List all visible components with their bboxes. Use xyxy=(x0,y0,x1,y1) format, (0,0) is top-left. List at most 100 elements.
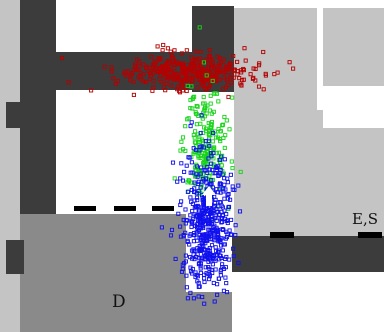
particle-blue xyxy=(213,258,218,263)
room-right-bottom xyxy=(234,266,384,332)
wall-left-vertical xyxy=(20,0,56,214)
particle-red xyxy=(199,67,204,73)
particle-red xyxy=(217,56,223,61)
particle-red xyxy=(207,83,212,88)
particle-green xyxy=(191,151,196,156)
particle-red xyxy=(256,84,262,89)
particle-blue xyxy=(205,164,210,170)
particle-red xyxy=(217,68,222,73)
particle-blue xyxy=(189,256,195,261)
particle-blue xyxy=(188,213,193,218)
particle-red xyxy=(141,79,146,84)
particle-blue xyxy=(213,245,218,250)
particle-blue xyxy=(211,130,216,136)
particle-green xyxy=(185,117,190,122)
particle-blue xyxy=(198,261,204,266)
particle-red xyxy=(184,88,189,94)
particle-green xyxy=(197,25,202,30)
particle-blue xyxy=(183,207,188,212)
particle-green xyxy=(179,139,184,144)
particle-blue xyxy=(231,246,236,251)
particle-blue xyxy=(202,301,207,306)
particle-blue xyxy=(195,246,200,251)
particle-blue xyxy=(193,223,198,229)
particle-red xyxy=(237,76,242,81)
particle-blue xyxy=(199,180,204,185)
particle-red xyxy=(221,75,226,80)
particle-blue xyxy=(202,167,207,173)
particle-blue xyxy=(170,160,176,165)
right-white-gap-1 xyxy=(317,8,323,110)
particle-red xyxy=(261,87,266,92)
particle-red xyxy=(157,76,162,82)
particle-green xyxy=(230,95,235,100)
particle-red xyxy=(59,56,65,61)
particle-blue xyxy=(189,120,194,125)
particle-green xyxy=(220,122,226,127)
particle-red xyxy=(141,62,146,67)
particle-red xyxy=(198,49,203,55)
particle-red xyxy=(167,76,172,81)
particle-red xyxy=(193,65,198,71)
particle-blue xyxy=(219,255,224,261)
particle-blue xyxy=(219,203,224,208)
particle-blue xyxy=(183,253,188,258)
particle-green xyxy=(220,153,225,158)
particle-green xyxy=(190,96,195,101)
particle-blue xyxy=(207,274,212,279)
particle-green xyxy=(186,178,191,183)
particle-blue xyxy=(159,225,164,230)
particle-blue xyxy=(193,270,198,275)
particle-blue xyxy=(188,195,193,200)
particle-red xyxy=(229,80,234,85)
particle-red xyxy=(126,69,131,74)
particle-red xyxy=(240,78,245,83)
particle-red xyxy=(210,72,215,77)
particle-red xyxy=(169,70,174,75)
particle-blue xyxy=(230,184,235,189)
particle-blue xyxy=(219,236,224,241)
particle-red xyxy=(224,70,229,75)
particle-blue xyxy=(204,180,209,185)
particle-green xyxy=(211,91,216,96)
particle-green xyxy=(185,180,190,185)
particle-blue xyxy=(179,161,184,166)
particle-red xyxy=(152,59,157,64)
particle-red xyxy=(179,63,184,68)
particle-blue xyxy=(205,238,210,243)
particle-red xyxy=(183,71,188,77)
particle-blue xyxy=(193,204,198,209)
particle-blue xyxy=(194,195,200,200)
particle-blue xyxy=(213,252,218,258)
particle-blue xyxy=(178,224,183,229)
particle-red xyxy=(210,60,216,65)
particle-blue xyxy=(209,267,214,273)
particle-red xyxy=(192,57,198,62)
particle-red xyxy=(177,89,182,94)
particle-blue xyxy=(178,176,183,181)
particle-red xyxy=(239,70,244,75)
particle-green xyxy=(183,148,188,153)
particle-red xyxy=(195,63,200,68)
particle-blue xyxy=(188,265,193,270)
particle-blue xyxy=(189,199,194,204)
particle-blue xyxy=(218,273,223,278)
particle-blue xyxy=(215,163,220,168)
particle-green xyxy=(192,135,197,140)
particle-blue xyxy=(185,218,190,223)
particle-red xyxy=(161,42,166,48)
particle-blue xyxy=(225,192,230,197)
particle-red xyxy=(287,60,292,65)
particle-red xyxy=(182,70,187,76)
particle-red xyxy=(155,44,160,49)
particle-green xyxy=(201,139,206,144)
particle-blue xyxy=(224,281,229,286)
particle-red xyxy=(241,68,246,73)
particle-blue xyxy=(197,284,202,289)
particle-green xyxy=(202,107,207,112)
particle-blue xyxy=(194,191,199,196)
particle-green xyxy=(216,99,221,104)
particle-blue xyxy=(184,217,189,223)
particle-blue xyxy=(197,248,202,253)
particle-blue xyxy=(224,212,229,217)
